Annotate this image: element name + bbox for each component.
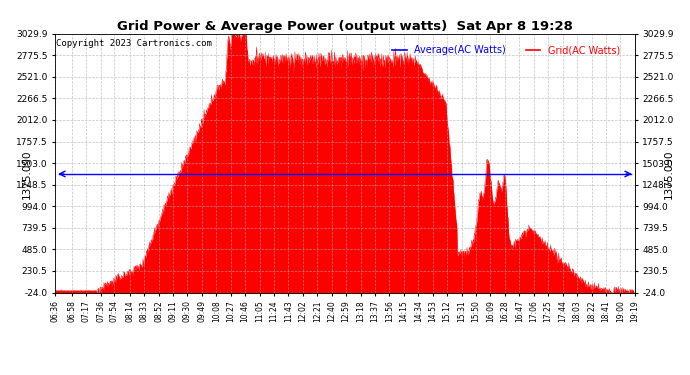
Title: Grid Power & Average Power (output watts)  Sat Apr 8 19:28: Grid Power & Average Power (output watts… xyxy=(117,20,573,33)
Legend: Average(AC Watts), Grid(AC Watts): Average(AC Watts), Grid(AC Watts) xyxy=(388,41,624,59)
Y-axis label: 1375.090: 1375.090 xyxy=(664,149,673,199)
Text: Copyright 2023 Cartronics.com: Copyright 2023 Cartronics.com xyxy=(57,39,213,48)
Y-axis label: 1375.090: 1375.090 xyxy=(22,149,32,199)
